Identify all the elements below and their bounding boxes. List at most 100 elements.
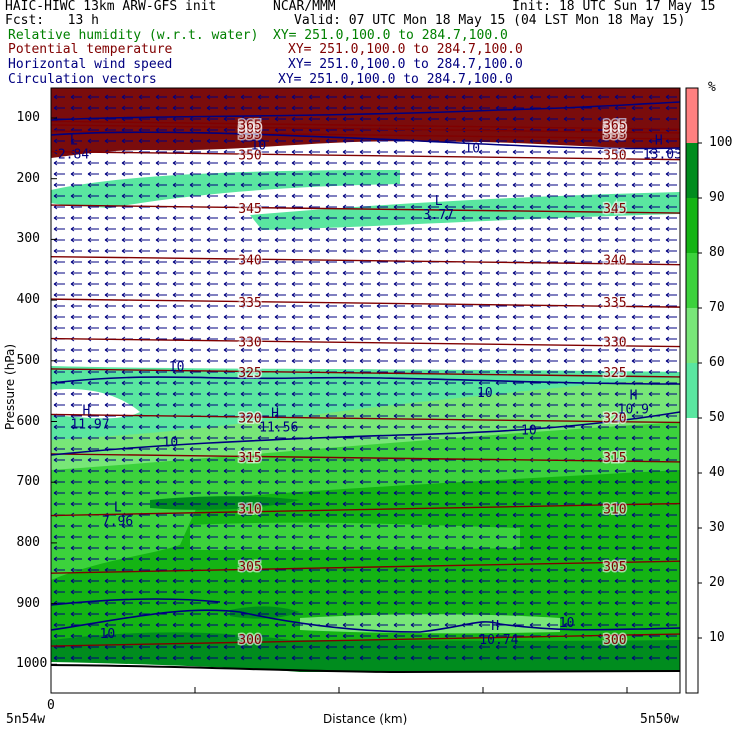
colorbar-level-label: 100 (709, 135, 733, 150)
theta-contour (51, 204, 680, 214)
colorbar-level-label: 50 (709, 410, 725, 425)
theta-label: 340 (603, 254, 626, 269)
valid-label: Valid: 07 UTC Mon 18 May 15 (04 LST Mon … (294, 13, 686, 28)
plot-frame (50, 87, 681, 694)
field-rh-name: Relative humidity (w.r.t. water) (8, 28, 259, 43)
svg-text:2.84: 2.84 (58, 147, 89, 162)
svg-text:11.97: 11.97 (70, 417, 109, 432)
theta-contour (51, 124, 680, 134)
wind-speed-contours (51, 101, 680, 674)
y-tick-label: 100 (16, 110, 40, 125)
extremum-marker: H11.56 (259, 407, 298, 436)
theta-contour (51, 120, 680, 130)
theta-label: 300 (238, 633, 261, 648)
colorbar-level-label: 80 (709, 245, 725, 260)
theta-label: 355 (603, 128, 626, 143)
wind-speed-label: 10 (521, 424, 537, 439)
svg-text:10.74: 10.74 (479, 633, 518, 648)
theta-label: 320 (603, 411, 626, 426)
extremum-marker: H11.97 (70, 403, 109, 432)
theta-contour (51, 150, 680, 161)
y-ticks (51, 117, 57, 665)
theta-contour (51, 368, 680, 378)
theta-label: 360 (603, 122, 626, 137)
svg-text:H: H (630, 388, 638, 403)
wind-speed-label: 10 (464, 141, 480, 156)
colorbar-level-label: 70 (709, 300, 725, 315)
svg-text:L: L (435, 194, 443, 209)
colorbar-unit: % (708, 80, 716, 95)
svg-text:L: L (70, 133, 78, 148)
theta-label: 325 (238, 366, 261, 381)
theta-label: 305 (603, 560, 626, 575)
extremum-marker: H10.74 (479, 619, 518, 648)
extremum-marker: H10.9 (618, 388, 649, 417)
theta-contour (51, 633, 680, 647)
colorbar-bin (686, 198, 698, 253)
svg-text:H: H (271, 407, 279, 422)
theta-label: 315 (603, 451, 626, 466)
wind-speed-label: 10 (251, 138, 267, 153)
theta-label: 315 (238, 451, 261, 466)
theta-contour (51, 337, 680, 348)
extremum-marker: H13.03 (643, 133, 680, 162)
theta-label: 335 (603, 296, 626, 311)
center-label: NCAR/MMM (273, 0, 336, 14)
theta-label: 345 (238, 202, 261, 217)
y-tick-label: 900 (16, 595, 40, 611)
theta-contour (51, 255, 680, 266)
y-tick-label: 600 (16, 413, 40, 429)
theta-label: 310 (238, 503, 261, 518)
theta-label: 350 (603, 149, 626, 164)
colorbar-level-label: 40 (709, 465, 725, 480)
plot-area: 300 300 305 305 310 310 315 315 320 320 325 325 330 3… (51, 88, 680, 693)
theta-label: 330 (603, 336, 626, 351)
colorbar-bin (686, 308, 698, 363)
x-start-label: 5n54w (6, 712, 46, 727)
wind-speed-label: 10 (169, 360, 185, 375)
theta-contour (51, 502, 680, 517)
svg-text:3.77: 3.77 (423, 208, 454, 223)
colorbar-level-label: 90 (709, 190, 725, 205)
colorbar-bin (686, 88, 698, 143)
field-theta-name: Potential temperature (8, 42, 173, 57)
y-axis-title: Pressure (hPa) (3, 343, 17, 431)
theta-contour (51, 560, 680, 574)
colorbar-level-label: 60 (709, 355, 725, 370)
y-tick-label: 200 (16, 170, 40, 186)
field-wind-name: Horizontal wind speed (8, 57, 173, 72)
colorbar-level-label: 20 (709, 575, 725, 590)
svg-text:L: L (114, 501, 122, 516)
theta-label: 325 (603, 366, 626, 381)
y-tick-label: 500 (16, 352, 40, 368)
theta-label: 350 (238, 149, 261, 164)
colorbar-level-label: 10 (709, 630, 725, 645)
theta-contours (51, 120, 680, 647)
init-label: Init: 18 UTC Sun 17 May 15 (512, 0, 716, 14)
y-tick-label: 800 (16, 534, 40, 550)
theta-label: 310 (603, 503, 626, 518)
y-tick-label: 300 (16, 231, 40, 247)
colorbar-bin (686, 253, 698, 308)
theta-label: 365 (238, 118, 261, 133)
theta-label: 345 (603, 202, 626, 217)
fcst-label: Fcst: 13 h (5, 13, 99, 28)
wind-speed-label: 10 (100, 627, 116, 642)
contour-labels: 300 300 305 305 310 310 315 315 320 320 325 325 330 3… (58, 117, 680, 650)
wind-speed-label: 10 (477, 386, 493, 401)
model-title: HAIC-HIWC 13km ARW-GFS init (5, 0, 217, 14)
field-vector-name: Circulation vectors (8, 73, 157, 86)
wind-speed-label: 10 (163, 436, 179, 451)
x-end-label: 5n50w (640, 712, 680, 727)
theta-label: 365 (603, 118, 626, 133)
theta-label: 330 (238, 336, 261, 351)
theta-label: 320 (238, 411, 261, 426)
extremum-marker: L7.96 (102, 501, 133, 530)
theta-label: 305 (238, 560, 261, 575)
y-tick-label: 400 (16, 292, 40, 308)
wind-speed-label: 10 (559, 616, 575, 631)
theta-contour (51, 453, 680, 463)
theta-label: 360 (238, 122, 261, 137)
colorbar-bin (686, 363, 698, 418)
svg-text:H: H (655, 133, 663, 148)
